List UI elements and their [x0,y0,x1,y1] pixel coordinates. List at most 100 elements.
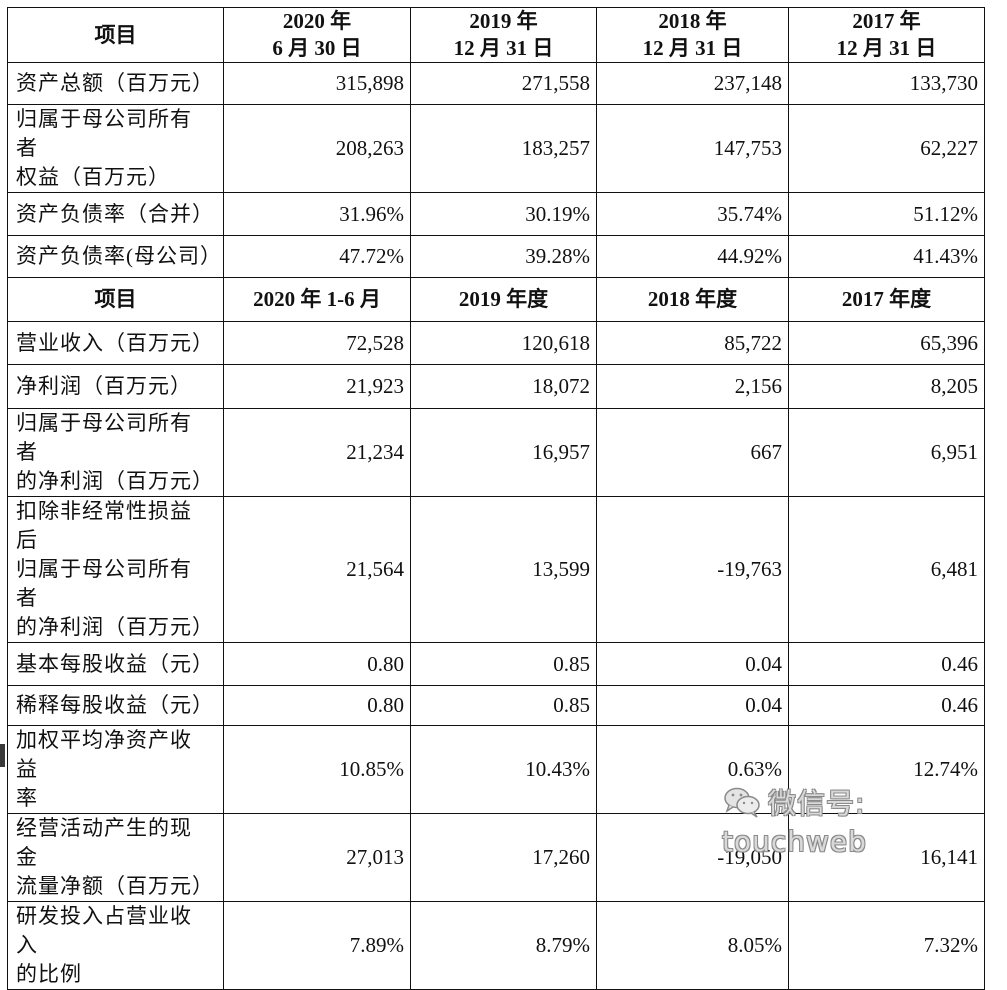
cell-value: 31.96% [223,192,411,236]
row-label-line: 归属于母公司所有者 [16,107,192,160]
cell-value: 65,396 [788,321,985,365]
row-label: 归属于母公司所有者 的净利润（百万元） [7,408,224,497]
cell-value: 18,072 [410,364,597,409]
header-date: 12 月 31 日 [642,36,743,60]
cell-value: 0.46 [788,685,985,726]
cell-value: 2,156 [596,364,789,409]
cell-value: 17,260 [410,813,597,902]
cell-value: 0.04 [596,685,789,726]
header-year: 2018 年 [658,9,727,33]
header-col-2019-12-31: 2019 年 12 月 31 日 [410,7,597,63]
cell-value: 8.79% [410,901,597,990]
cell-value: 44.92% [596,235,789,278]
table-row-basic-eps: 基本每股收益（元） 0.80 0.85 0.04 0.46 [7,642,985,686]
row-label-line: 的净利润（百万元） [16,469,214,493]
row-label-line: 加权平均净资产收益 [16,728,192,781]
left-edge-mark [0,744,5,767]
wechat-watermark: 微信号: touchweb [722,782,1007,858]
row-label: 稀释每股收益（元） [7,685,224,726]
cell-value: 39.28% [410,235,597,278]
cell-value: 21,564 [223,496,411,643]
row-label: 基本每股收益（元） [7,642,224,686]
header-col-2017: 2017 年度 [788,277,985,322]
cell-value: 0.85 [410,685,597,726]
header-col-2018: 2018 年度 [596,277,789,322]
header-col-2018-12-31: 2018 年 12 月 31 日 [596,7,789,63]
row-label: 加权平均净资产收益 率 [7,725,224,814]
cell-value: 0.85 [410,642,597,686]
row-label: 资产负债率(母公司） [7,235,224,278]
cell-value: 62,227 [788,104,985,193]
cell-value: 72,528 [223,321,411,365]
cell-value: 667 [596,408,789,497]
table-row-debt-ratio-parent: 资产负债率(母公司） 47.72% 39.28% 44.92% 41.43% [7,235,985,278]
table-row-rd-ratio: 研发投入占营业收入 的比例 7.89% 8.79% 8.05% 7.32% [7,901,985,990]
row-label-line: 归属于母公司所有者 [16,411,192,464]
cell-value: 27,013 [223,813,411,902]
row-label: 营业收入（百万元） [7,321,224,365]
cell-value: 13,599 [410,496,597,643]
cell-value: 21,234 [223,408,411,497]
header-item: 项目 [7,277,224,322]
header-year: 2020 年 [282,9,352,33]
cell-value: 0.80 [223,642,411,686]
cell-value: 0.80 [223,685,411,726]
cell-value: 30.19% [410,192,597,236]
cell-value: 10.43% [410,725,597,814]
table-row-parent-net-profit: 归属于母公司所有者 的净利润（百万元） 21,234 16,957 667 6,… [7,408,985,497]
row-label: 经营活动产生的现金 流量净额（百万元） [7,813,224,902]
table-row-revenue: 营业收入（百万元） 72,528 120,618 85,722 65,396 [7,321,985,365]
header-item: 项目 [7,7,224,63]
financial-summary-table: 项目 2020 年 6 月 30 日 2019 年 12 月 31 日 2018… [7,7,985,990]
cell-value: 133,730 [788,62,985,105]
row-label: 归属于母公司所有者 权益（百万元） [7,104,224,193]
cell-value: 51.12% [788,192,985,236]
header-year: 2019 年 [469,9,538,33]
cell-value: 208,263 [223,104,411,193]
cell-value: 237,148 [596,62,789,105]
cell-value: 8,205 [788,364,985,409]
income-header-row: 项目 2020 年 1-6 月 2019 年度 2018 年度 2017 年度 [7,277,985,322]
header-col-2017-12-31: 2017 年 12 月 31 日 [788,7,985,63]
cell-value: 7.89% [223,901,411,990]
header-date: 12 月 31 日 [453,36,554,60]
header-col-2020-06-30: 2020 年 6 月 30 日 [223,7,411,63]
cell-value: 0.04 [596,642,789,686]
wechat-icon [722,786,762,825]
row-label: 研发投入占营业收入 的比例 [7,901,224,990]
row-label-line: 的比例 [16,962,82,986]
cell-value: 6,481 [788,496,985,643]
cell-value: 8.05% [596,901,789,990]
cell-value: 271,558 [410,62,597,105]
row-label-line: 流量净额（百万元） [16,874,214,898]
cell-value: 183,257 [410,104,597,193]
row-label-line: 经营活动产生的现金 [16,816,192,869]
row-label-line: 率 [16,786,38,810]
cell-value: -19,763 [596,496,789,643]
balance-header-row: 项目 2020 年 6 月 30 日 2019 年 12 月 31 日 2018… [7,7,985,63]
cell-value: 120,618 [410,321,597,365]
table-row-parent-equity: 归属于母公司所有者 权益（百万元） 208,263 183,257 147,75… [7,104,985,193]
header-col-2020-h1: 2020 年 1-6 月 [223,277,411,322]
table-row-total-assets: 资产总额（百万元） 315,898 271,558 237,148 133,73… [7,62,985,105]
row-label-line: 的净利润（百万元） [16,615,214,639]
cell-value: 47.72% [223,235,411,278]
cell-value: 7.32% [788,901,985,990]
cell-value: 85,722 [596,321,789,365]
cell-value: 16,957 [410,408,597,497]
header-date: 6 月 30 日 [272,36,362,60]
row-label-line: 研发投入占营业收入 [16,904,192,957]
cell-value: 21,923 [223,364,411,409]
table-row-deducted-net-profit: 扣除非经常性损益后 归属于母公司所有者 的净利润（百万元） 21,564 13,… [7,496,985,643]
cell-value: 315,898 [223,62,411,105]
cell-value: 147,753 [596,104,789,193]
header-year: 2017 年 [852,9,921,33]
table-row-debt-ratio-consolidated: 资产负债率（合并） 31.96% 30.19% 35.74% 51.12% [7,192,985,236]
cell-value: 35.74% [596,192,789,236]
table-row-diluted-eps: 稀释每股收益（元） 0.80 0.85 0.04 0.46 [7,685,985,726]
cell-value: 10.85% [223,725,411,814]
table-row-net-profit: 净利润（百万元） 21,923 18,072 2,156 8,205 [7,364,985,409]
cell-value: 41.43% [788,235,985,278]
row-label: 净利润（百万元） [7,364,224,409]
cell-value: 0.46 [788,642,985,686]
